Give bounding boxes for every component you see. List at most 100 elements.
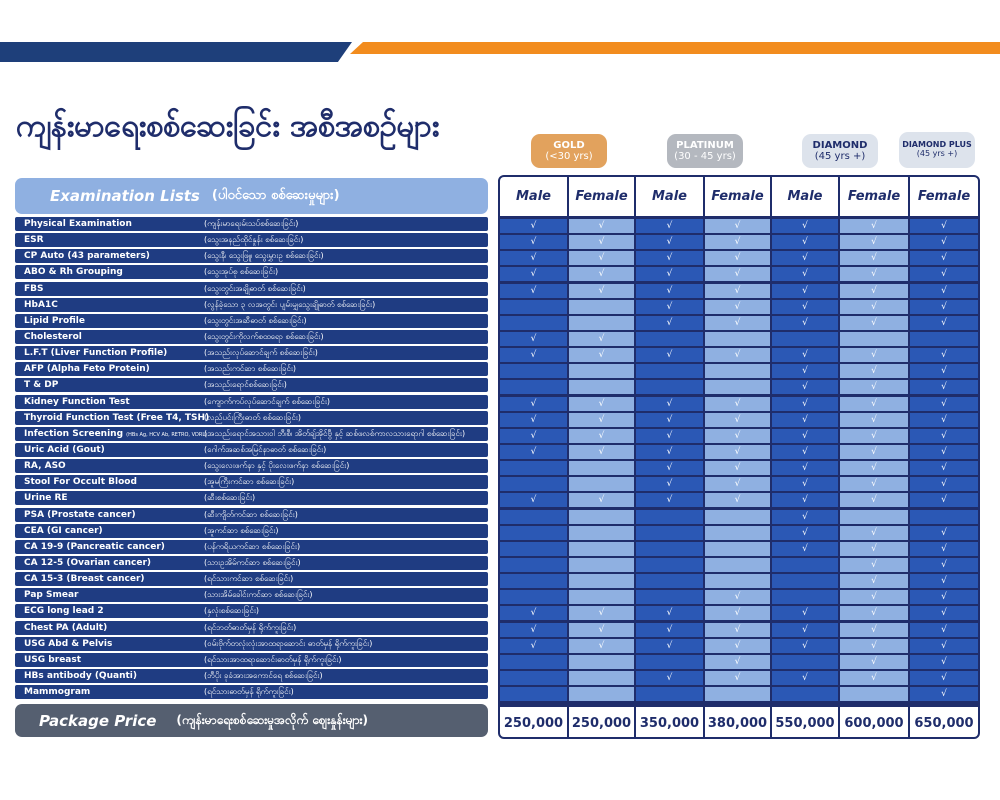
check-mark-cell: √ bbox=[705, 299, 770, 314]
price-label-en: Package Price bbox=[39, 711, 157, 730]
empty-cell bbox=[569, 380, 634, 395]
exam-name-text: HBs antibody (Quanti) bbox=[24, 670, 137, 681]
check-mark-cell: √ bbox=[705, 348, 770, 363]
check-mark-cell: √ bbox=[636, 606, 703, 621]
check-mark-cell: √ bbox=[772, 461, 838, 476]
check-mark-cell: √ bbox=[500, 412, 567, 427]
check-mark-cell: √ bbox=[569, 267, 634, 282]
exam-name-text: Chest PA (Adult) bbox=[24, 622, 108, 633]
empty-cell bbox=[500, 509, 567, 524]
empty-cell bbox=[569, 525, 634, 540]
exam-name: Lipid Profile bbox=[24, 314, 85, 328]
check-mark-cell: √ bbox=[705, 654, 770, 669]
check-mark-cell: √ bbox=[569, 412, 634, 427]
check-mark-cell: √ bbox=[910, 428, 978, 443]
check-mark-cell: √ bbox=[840, 557, 908, 572]
check-mark-cell: √ bbox=[772, 428, 838, 443]
exam-row: T & DP (အသည်းရောင်စစ်ဆေးခြင်း) bbox=[15, 378, 488, 393]
exam-name-text: AFP (Alpha Feto Protein) bbox=[24, 364, 150, 375]
examination-lists-header: Examination Lists (ပါဝင်သော စစ်ဆေးမှုမျာ… bbox=[15, 178, 488, 214]
check-mark-cell: √ bbox=[910, 364, 978, 379]
exam-name-text: Thyroid Function Test (Free T4, TSH) bbox=[24, 412, 210, 423]
empty-cell bbox=[569, 687, 634, 702]
exam-row: AFP (Alpha Feto Protein) (အသည်းကင်ဆာ စစ်ဆ… bbox=[15, 362, 488, 377]
check-mark-cell: √ bbox=[772, 622, 838, 637]
exam-name: Chest PA (Adult) bbox=[24, 621, 107, 635]
exam-name: Pap Smear bbox=[24, 588, 78, 602]
exam-row: CA 12-5 (Ovarian cancer) (သားဥအိမ်ကင်ဆာ စ… bbox=[15, 555, 488, 570]
exam-name: CA 15-3 (Breast cancer) bbox=[24, 572, 145, 586]
exam-name-mm: (ပန်ကရိယကင်ဆာ စစ်ဆေးခြင်း) bbox=[204, 541, 301, 551]
empty-cell bbox=[500, 590, 567, 605]
exam-name-mm: (သွေးတွင်းကိုလက်စထရော စစ်ဆေးခြင်း) bbox=[204, 331, 324, 341]
exam-row: Pap Smear (သားအိမ်ခေါင်းကင်ဆာ စစ်ဆေးခြင်း… bbox=[15, 588, 488, 603]
check-mark-cell: √ bbox=[840, 251, 908, 266]
check-mark-cell: √ bbox=[636, 670, 703, 685]
empty-cell bbox=[705, 331, 770, 346]
check-mark-cell: √ bbox=[840, 396, 908, 411]
exam-name: CA 12-5 (Ovarian cancer) bbox=[24, 556, 151, 570]
check-mark-cell: √ bbox=[636, 444, 703, 459]
exam-name-mm: (ဆီးကျိတ်ကင်ဆာ စစ်ဆေးခြင်း) bbox=[204, 509, 298, 519]
empty-cell bbox=[910, 509, 978, 524]
exam-name: USG Abd & Pelvis bbox=[24, 637, 112, 651]
exam-row: CEA (GI cancer) (အူကင်ဆာ စစ်ဆေးခြင်း) bbox=[15, 523, 488, 538]
check-mark-cell: √ bbox=[772, 315, 838, 330]
exam-name: ECG long lead 2 bbox=[24, 604, 104, 618]
exam-row: Lipid Profile (သွေးတွင်းအဆီဓာတ် စစ်ဆေးခြင… bbox=[15, 313, 488, 328]
empty-cell bbox=[772, 331, 838, 346]
empty-cell bbox=[636, 574, 703, 589]
empty-cell bbox=[569, 557, 634, 572]
exam-name-mm: (လည်ပင်းကြီးဓာတ် စစ်ဆေးခြင်း) bbox=[204, 412, 301, 422]
empty-cell bbox=[636, 380, 703, 395]
check-mark-cell: √ bbox=[705, 638, 770, 653]
empty-cell bbox=[569, 654, 634, 669]
exam-name: Kidney Function Test bbox=[24, 395, 130, 409]
exam-name-text: Physical Examination bbox=[24, 219, 132, 229]
check-mark-cell: √ bbox=[569, 444, 634, 459]
check-mark-cell: √ bbox=[840, 590, 908, 605]
check-mark-cell: √ bbox=[636, 315, 703, 330]
column-header: Female bbox=[910, 177, 978, 216]
check-mark-cell: √ bbox=[910, 461, 978, 476]
check-mark-cell: √ bbox=[840, 412, 908, 427]
check-mark-cell: √ bbox=[569, 219, 634, 233]
exam-name-mm: (ရင်သားကင်ဆာ စစ်ဆေးခြင်း) bbox=[204, 574, 294, 584]
exam-name-text: Mammogram bbox=[24, 687, 91, 698]
tier-badge-diamond-plus: DIAMOND PLUS (45 yrs +) bbox=[899, 132, 975, 168]
tier-age: (45 yrs +) bbox=[916, 149, 958, 158]
empty-cell bbox=[636, 541, 703, 556]
empty-cell bbox=[569, 477, 634, 492]
check-mark-cell: √ bbox=[840, 283, 908, 298]
check-mark-cell: √ bbox=[840, 477, 908, 492]
exam-name-mm: (သွေးနီ၊ သွေးဖြူ၊ သွေးမွှားဥ စစ်ဆေးခြင်း… bbox=[204, 251, 324, 261]
exam-name-text: FBS bbox=[24, 283, 44, 294]
exam-name-text: CEA (GI cancer) bbox=[24, 525, 103, 536]
column-header: Female bbox=[705, 177, 770, 216]
exam-name-mm: (အူကင်ဆာ စစ်ဆေးခြင်း) bbox=[204, 525, 279, 535]
check-mark-cell: √ bbox=[636, 219, 703, 233]
check-mark-cell: √ bbox=[636, 251, 703, 266]
check-mark-cell: √ bbox=[840, 219, 908, 233]
check-mark-cell: √ bbox=[772, 219, 838, 233]
check-mark-cell: √ bbox=[636, 412, 703, 427]
check-mark-cell: √ bbox=[705, 267, 770, 282]
empty-cell bbox=[840, 331, 908, 346]
check-mark-cell: √ bbox=[840, 670, 908, 685]
column-header: Male bbox=[500, 177, 567, 216]
exam-row: RA, ASO (သွေးလေးဖက်နာ နှင့် ပိုးလေးဖက်နာ … bbox=[15, 459, 488, 474]
empty-cell bbox=[500, 299, 567, 314]
check-mark-cell: √ bbox=[705, 428, 770, 443]
exam-name: PSA (Prostate cancer) bbox=[24, 508, 136, 522]
check-mark-cell: √ bbox=[569, 606, 634, 621]
check-mark-cell: √ bbox=[840, 428, 908, 443]
tier-age: (30 - 45 yrs) bbox=[674, 151, 736, 162]
check-mark-cell: √ bbox=[910, 541, 978, 556]
exam-name-mm: (လွန်ခဲ့သော ၃ လအတွင်း ပျမ်းမျှသွေးချိုဓာ… bbox=[204, 299, 376, 309]
check-mark-cell: √ bbox=[705, 219, 770, 233]
exam-name-text: ESR bbox=[24, 235, 44, 246]
check-mark-cell: √ bbox=[840, 525, 908, 540]
check-mark-cell: √ bbox=[705, 622, 770, 637]
check-mark-cell: √ bbox=[910, 444, 978, 459]
check-mark-cell: √ bbox=[705, 235, 770, 250]
